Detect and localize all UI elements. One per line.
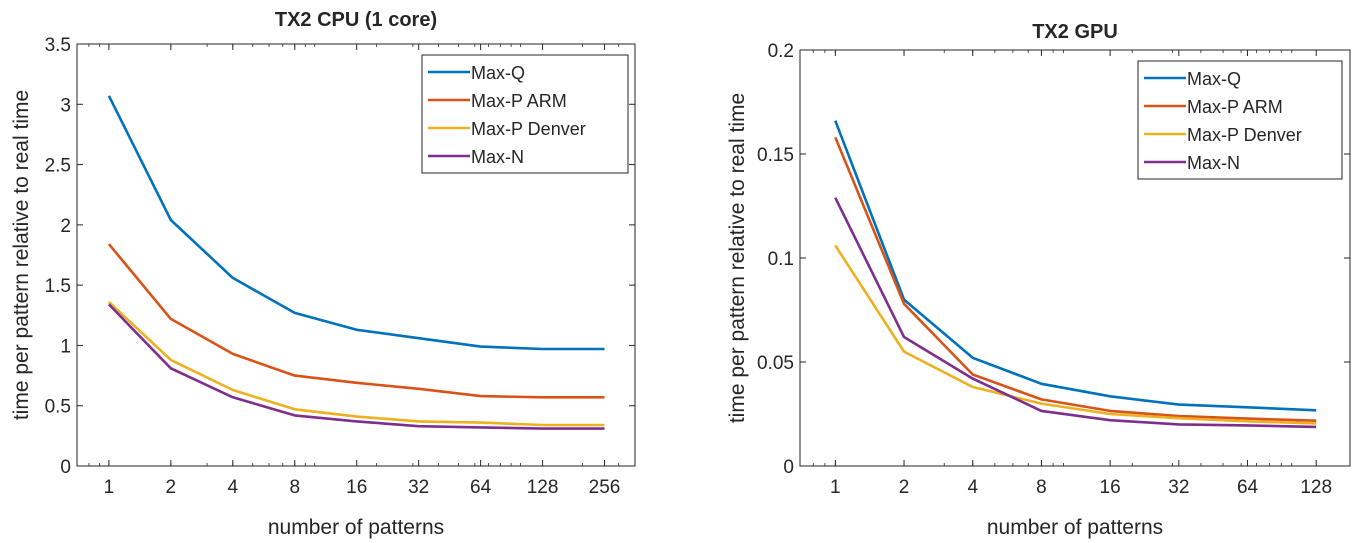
x-axis-label: number of patterns (268, 516, 444, 539)
x-tick-label: 16 (1100, 477, 1121, 498)
series-line-max-q (834, 120, 1317, 412)
x-tick-label: 4 (228, 477, 239, 498)
x-tick-label: 4 (967, 477, 978, 498)
legend-label: Max-P Denver (1187, 125, 1302, 145)
y-tick-label: 0.5 (45, 397, 71, 418)
y-tick-label: 0.05 (757, 353, 794, 374)
series-line-max-p-denver (108, 301, 605, 427)
y-axis-label: time per pattern relative to real time (726, 93, 749, 423)
x-axis-label: number of patterns (987, 516, 1163, 539)
legend-box (421, 54, 629, 174)
x-tick-label: 16 (346, 477, 367, 498)
chart-1: 1 2 4 8 16 32 64 128 256 0 0.5 1 1.5 2 2.5 3 3.5 TX2 CPU … (10, 9, 636, 539)
series-line-max-n (107, 303, 605, 430)
x-tick-label: 256 (589, 477, 621, 498)
legend-label: Max-N (471, 147, 524, 167)
y-tick-label: 0.15 (757, 145, 794, 166)
x-tick-label: 64 (470, 477, 492, 498)
x-tick-label: 2 (899, 477, 910, 498)
x-tick-label: 8 (289, 477, 300, 498)
x-tick-label: 128 (1300, 477, 1332, 498)
series-line-max-p-arm (834, 136, 1317, 422)
y-tick-label: 0.1 (768, 249, 794, 270)
y-tick-label: 2 (60, 216, 71, 237)
legend-label: Max-Q (471, 63, 525, 83)
legend-label: Max-P Denver (471, 119, 586, 139)
chart-title: TX2 CPU (1 core) (275, 9, 437, 31)
series-line-max-q (107, 95, 605, 351)
y-tick-label: 1.5 (45, 276, 71, 297)
y-tick-label: 1 (60, 336, 71, 357)
x-tick-label: 1 (830, 477, 841, 498)
x-tick-label: 128 (527, 477, 559, 498)
series-line-max-n (834, 197, 1317, 429)
y-tick-label: 0.2 (768, 41, 794, 62)
legend-box (1137, 60, 1343, 180)
x-tick-label: 32 (408, 477, 429, 498)
legend-label: Max-P ARM (471, 91, 567, 111)
legend: Max-Q Max-P ARM Max-P Denver Max-N (1137, 60, 1343, 180)
chart-title: TX2 GPU (1032, 21, 1118, 43)
series-line-max-p-arm (107, 243, 605, 399)
series-line-max-p-denver (834, 244, 1317, 425)
legend: Max-Q Max-P ARM Max-P Denver Max-N (421, 54, 629, 174)
x-tick-label: 32 (1168, 477, 1189, 498)
legend-label: Max-N (1187, 153, 1240, 173)
chart-2: 1 2 4 8 16 32 64 128 0 0.05 0.1 0.15 0.2 TX2 GPU numbe… (726, 21, 1351, 539)
y-tick-label: 3 (60, 95, 71, 116)
y-tick-label: 2.5 (45, 156, 71, 177)
legend-label: Max-Q (1187, 69, 1241, 89)
y-tick-label: 0 (60, 457, 71, 478)
y-tick-label: 3.5 (45, 35, 71, 56)
x-tick-label: 1 (104, 477, 115, 498)
x-tick-label: 64 (1237, 477, 1259, 498)
x-tick-label: 2 (166, 477, 177, 498)
y-axis-label: time per pattern relative to real time (10, 90, 33, 420)
legend-label: Max-P ARM (1187, 97, 1283, 117)
x-tick-label: 8 (1036, 477, 1047, 498)
y-tick-label: 0 (783, 457, 794, 478)
